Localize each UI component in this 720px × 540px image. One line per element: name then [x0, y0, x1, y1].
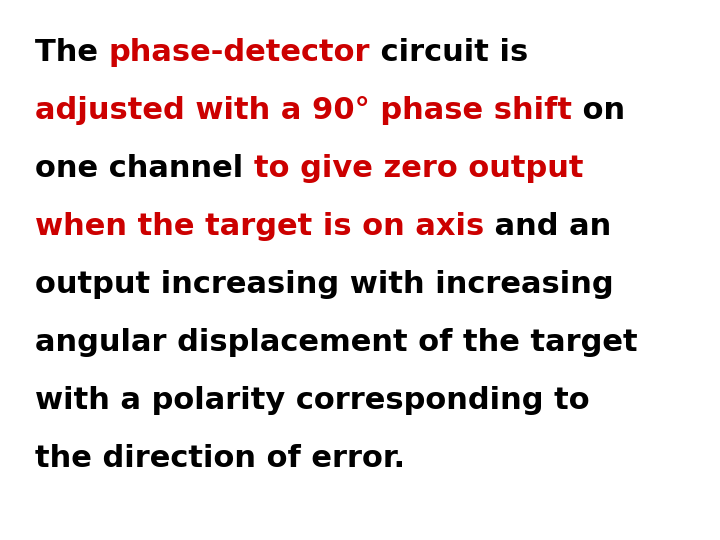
Text: with a polarity corresponding to: with a polarity corresponding to: [35, 386, 590, 415]
Text: one channel: one channel: [35, 154, 254, 183]
Text: when the target is on axis: when the target is on axis: [35, 212, 485, 241]
Text: the direction of error.: the direction of error.: [35, 444, 405, 473]
Text: The: The: [35, 38, 109, 67]
Text: on: on: [572, 96, 625, 125]
Text: to give zero output: to give zero output: [254, 154, 583, 183]
Text: phase-detector: phase-detector: [109, 38, 370, 67]
Text: and an: and an: [485, 212, 611, 241]
Text: angular displacement of the target: angular displacement of the target: [35, 328, 638, 357]
Text: output increasing with increasing: output increasing with increasing: [35, 270, 613, 299]
Text: adjusted with a 90° phase shift: adjusted with a 90° phase shift: [35, 96, 572, 125]
Text: circuit is: circuit is: [370, 38, 528, 67]
